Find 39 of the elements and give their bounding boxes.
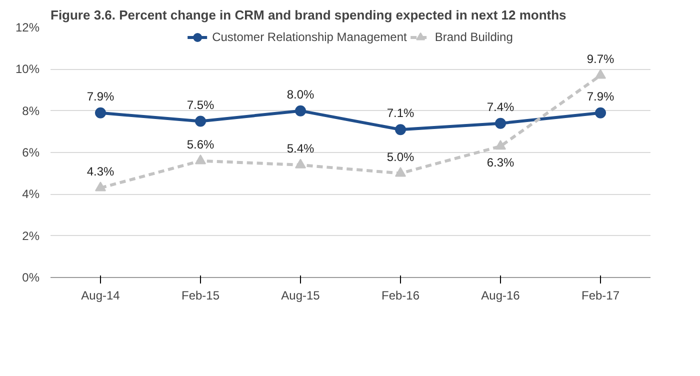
y-tick-label: 12% xyxy=(15,20,40,34)
point xyxy=(95,107,106,118)
data-label: 7.9% xyxy=(586,90,615,104)
data-label: 6.3% xyxy=(486,156,515,170)
legend-label: Customer Relationship Management xyxy=(212,30,407,44)
point xyxy=(495,140,506,150)
y-tick-label: 0% xyxy=(22,270,40,284)
point xyxy=(395,124,406,136)
x-tick-label: Aug-15 xyxy=(281,288,320,302)
x-tick-label: Feb-16 xyxy=(381,288,420,302)
data-label: 7.5% xyxy=(186,98,215,112)
x-tick-label: Aug-14 xyxy=(81,288,120,302)
point xyxy=(195,116,206,127)
chart-title: Figure 3.6. Percent change in CRM and brand spending expected in next 12 months xyxy=(50,8,566,22)
data-label: 8.0% xyxy=(286,87,315,102)
data-label: 7.1% xyxy=(386,106,415,120)
data-label: 7.4% xyxy=(486,100,515,114)
point xyxy=(295,158,306,168)
data-label: 4.3% xyxy=(86,164,115,179)
legend-label: Brand Building xyxy=(434,30,513,44)
point xyxy=(495,118,506,129)
data-label: 9.7% xyxy=(586,52,615,66)
point xyxy=(395,167,406,177)
x-tick-label: Aug-16 xyxy=(481,288,520,302)
y-tick-label: 10% xyxy=(15,62,40,76)
y-tick-label: 2% xyxy=(22,228,40,243)
point xyxy=(295,105,306,116)
data-label: 7.9% xyxy=(86,90,115,104)
y-tick-label: 8% xyxy=(22,104,40,118)
point xyxy=(95,182,106,192)
data-label: 5.6% xyxy=(186,137,215,152)
y-tick-label: 4% xyxy=(22,187,40,202)
y-tick-label: 6% xyxy=(22,146,40,160)
x-tick-label: Feb-17 xyxy=(581,288,620,302)
point xyxy=(595,107,606,118)
data-label: 5.0% xyxy=(386,150,415,164)
x-tick-label: Feb-15 xyxy=(181,288,220,302)
data-label: 5.4% xyxy=(286,142,315,156)
point xyxy=(195,154,206,164)
